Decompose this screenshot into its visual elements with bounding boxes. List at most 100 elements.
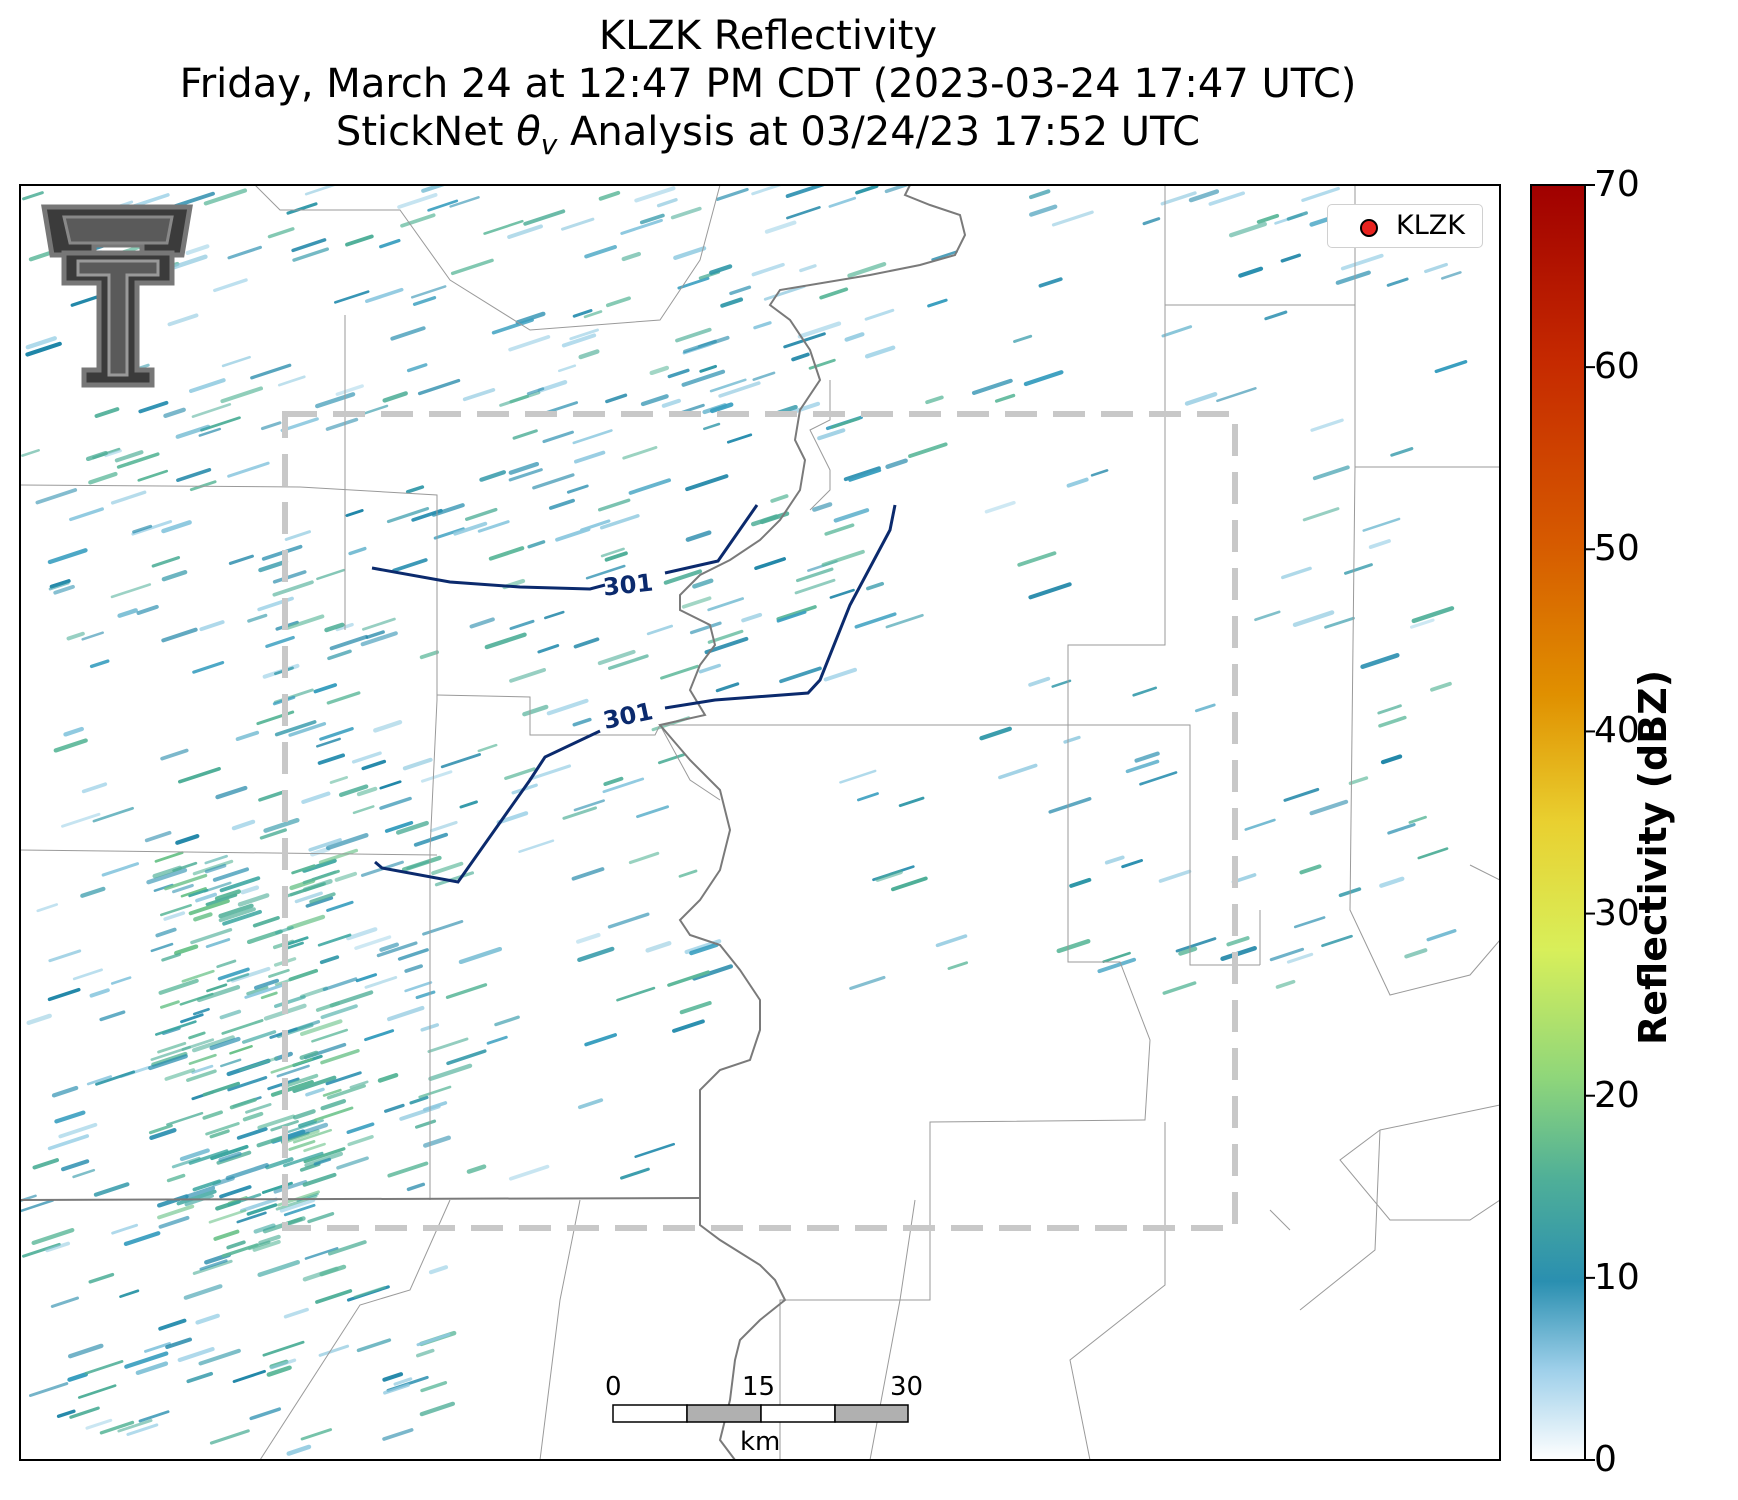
reflectivity-echo xyxy=(176,467,212,483)
reflectivity-echo xyxy=(198,1348,241,1366)
reflectivity-echo xyxy=(1441,271,1462,280)
reflectivity-echo xyxy=(319,955,340,965)
reflectivity-echo xyxy=(157,1204,195,1220)
reflectivity-echo xyxy=(220,1058,242,1068)
reflectivity-echo xyxy=(675,327,712,343)
reflectivity-echo xyxy=(315,1001,341,1012)
reflectivity-echo xyxy=(409,1095,429,1105)
reflectivity-echo xyxy=(689,942,719,956)
reflectivity-echo xyxy=(132,193,170,208)
reflectivity-echo xyxy=(1013,334,1033,343)
reflectivity-echo xyxy=(572,717,592,727)
radar-site-marker xyxy=(1360,219,1378,237)
reflectivity-echo xyxy=(274,720,317,737)
reflectivity-echo xyxy=(679,1001,712,1015)
title-radar: KLZK Reflectivity xyxy=(598,13,938,59)
reflectivity-echo xyxy=(681,369,726,387)
reflectivity-echo xyxy=(63,726,84,737)
reflectivity-echo xyxy=(557,364,577,373)
reflectivity-echo xyxy=(131,520,173,536)
reflectivity-echo xyxy=(158,1318,187,1331)
reflectivity-echo xyxy=(283,1307,309,1319)
reflectivity-echo xyxy=(165,1337,192,1349)
reflectivity-echo xyxy=(160,1000,180,1009)
reflectivity-echo xyxy=(252,916,280,928)
reflectivity-echo xyxy=(335,384,364,396)
reflectivity-echo xyxy=(315,1289,353,1304)
reflectivity-echo xyxy=(1309,799,1349,816)
reflectivity-echo xyxy=(326,1084,366,1100)
reflectivity-echo xyxy=(237,893,270,907)
reflectivity-echo xyxy=(262,1340,305,1357)
reflectivity-echo xyxy=(776,605,817,621)
reflectivity-echo xyxy=(117,608,138,618)
reflectivity-echo xyxy=(319,727,354,741)
reflectivity-echo xyxy=(667,368,690,379)
reflectivity-echo xyxy=(548,498,575,510)
reflectivity-echo xyxy=(299,1050,319,1060)
reflectivity-echo xyxy=(347,1135,374,1147)
reflectivity-echo xyxy=(509,668,546,683)
reflectivity-echo xyxy=(1417,847,1449,860)
reflectivity-echo xyxy=(85,1418,113,1430)
reflectivity-echo xyxy=(88,471,118,485)
reflectivity-echo xyxy=(155,927,177,938)
reflectivity-echo xyxy=(185,1185,216,1199)
reflectivity-echo xyxy=(823,667,857,682)
reflectivity-echo xyxy=(284,530,311,541)
reflectivity-echo xyxy=(751,262,785,277)
reflectivity-echo xyxy=(640,394,669,407)
reflectivity-echo xyxy=(1256,213,1280,224)
reflectivity-echo xyxy=(49,579,71,589)
figure-title: KLZK Reflectivity Friday, March 24 at 12… xyxy=(18,12,1518,169)
reflectivity-echo xyxy=(149,1128,177,1140)
reflectivity-echo xyxy=(692,578,714,589)
reflectivity-echo xyxy=(681,596,712,609)
reflectivity-echo xyxy=(458,946,503,965)
reflectivity-echo xyxy=(231,819,256,831)
reflectivity-echo xyxy=(1264,310,1288,321)
reflectivity-echo xyxy=(144,830,172,843)
reflectivity-echo xyxy=(244,983,285,999)
reflectivity-echo xyxy=(1244,818,1276,831)
reflectivity-echo xyxy=(192,1179,222,1192)
reflectivity-echo xyxy=(604,551,628,562)
reflectivity-echo xyxy=(791,352,810,362)
reflectivity-echo xyxy=(401,855,442,872)
reflectivity-echo xyxy=(132,524,153,534)
reflectivity-echo xyxy=(183,1284,223,1300)
reflectivity-echo xyxy=(449,196,480,208)
reflectivity-echo xyxy=(53,738,88,753)
reflectivity-echo xyxy=(360,631,398,647)
reflectivity-echo xyxy=(634,186,676,203)
reflectivity-echo xyxy=(286,1444,312,1456)
colorbar xyxy=(1530,184,1595,1461)
reflectivity-echo xyxy=(670,206,702,220)
reflectivity-echo xyxy=(246,1203,278,1216)
reflectivity-echo xyxy=(167,313,199,327)
reflectivity-echo xyxy=(1208,191,1245,206)
colorbar-tick-label: 60 xyxy=(1594,346,1640,388)
reflectivity-echo xyxy=(392,558,428,573)
reflectivity-echo xyxy=(797,321,842,339)
reflectivity-echo xyxy=(346,927,378,941)
reflectivity-echo xyxy=(50,1296,79,1308)
reflectivity-echo xyxy=(277,375,306,387)
reflectivity-echo xyxy=(672,1019,705,1033)
reflectivity-echo xyxy=(1434,360,1468,374)
reflectivity-echo xyxy=(266,1365,292,1377)
reflectivity-echo xyxy=(1424,262,1448,274)
reflectivity-echo xyxy=(477,520,510,533)
reflectivity-echo xyxy=(160,903,192,917)
reflectivity-echo xyxy=(1275,979,1296,989)
reflectivity-echo xyxy=(410,285,447,299)
reflectivity-echo xyxy=(191,1064,214,1074)
reflectivity-echo xyxy=(318,1344,350,1357)
reflectivity-echo xyxy=(192,1035,235,1053)
reflectivity-echo xyxy=(573,799,605,812)
reflectivity-echo xyxy=(123,1231,161,1247)
title-analysis-suffix: Analysis at 03/24/23 17:52 UTC xyxy=(557,109,1201,155)
reflectivity-echo xyxy=(390,326,426,341)
reflectivity-echo xyxy=(219,1009,242,1020)
